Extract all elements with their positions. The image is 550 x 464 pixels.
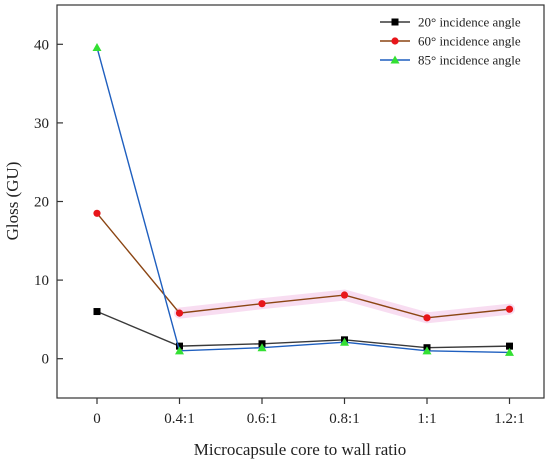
- series-1-point-1: [175, 309, 184, 317]
- x-tick-label-5: 1.2:1: [494, 411, 524, 427]
- legend-label-2: 85° incidence angle: [418, 53, 521, 68]
- series-1-point-2: [258, 300, 266, 308]
- series-2-point-1: [175, 346, 184, 355]
- y-tick-label-1: 10: [34, 273, 49, 289]
- series-2-point-5: [505, 347, 514, 356]
- series-0-line: [96, 310, 510, 349]
- series-0-point-1: [176, 342, 183, 350]
- legend-marker-2: [390, 55, 400, 64]
- y-tick-label-4: 40: [34, 37, 49, 53]
- series-2-point-3: [340, 337, 349, 346]
- series-2-point-2: [257, 343, 267, 352]
- legend-label-1: 60° incidence angle: [418, 34, 521, 49]
- legend-marker-0: [391, 18, 399, 26]
- series-0-point-0: [93, 308, 101, 316]
- series-1-point-5: [505, 305, 514, 313]
- legend-marker-1: [391, 37, 399, 45]
- x-tick-label-3: 0.8:1: [329, 411, 359, 427]
- series-1-line: [96, 212, 510, 319]
- y-tick-label-3: 30: [34, 116, 49, 132]
- series-2-point-0: [92, 42, 102, 51]
- x-axis-label: Microcapsule core to wall ratio: [194, 440, 406, 459]
- series-2: [92, 42, 514, 356]
- series-layer: [92, 42, 514, 356]
- series-1-point-4: [423, 314, 431, 322]
- series-1-point-0: [93, 209, 101, 217]
- x-tick-label-0: 0: [93, 411, 101, 427]
- series-1-point-3: [340, 291, 349, 299]
- x-tick-label-4: 1:1: [417, 411, 436, 427]
- series-0-point-5: [506, 342, 513, 350]
- series-2-point-4: [422, 346, 432, 355]
- y-axis-label: Gloss (GU): [3, 162, 22, 241]
- axes: 0 10 20 30 40 0 0.4:1 0.6:1 0.8:1 1:1 1.2:1: [34, 37, 525, 427]
- x-tick-label-1: 0.4:1: [164, 411, 194, 427]
- y-tick-label-0: 0: [42, 352, 50, 368]
- legend: 20° incidence angle 60° incidence angle 85…: [380, 15, 521, 68]
- legend-label-0: 20° incidence angle: [418, 15, 521, 30]
- y-tick-label-2: 20: [34, 195, 49, 211]
- series-1: [93, 209, 514, 322]
- x-tick-label-2: 0.6:1: [247, 411, 277, 427]
- series-2-line: [96, 47, 510, 354]
